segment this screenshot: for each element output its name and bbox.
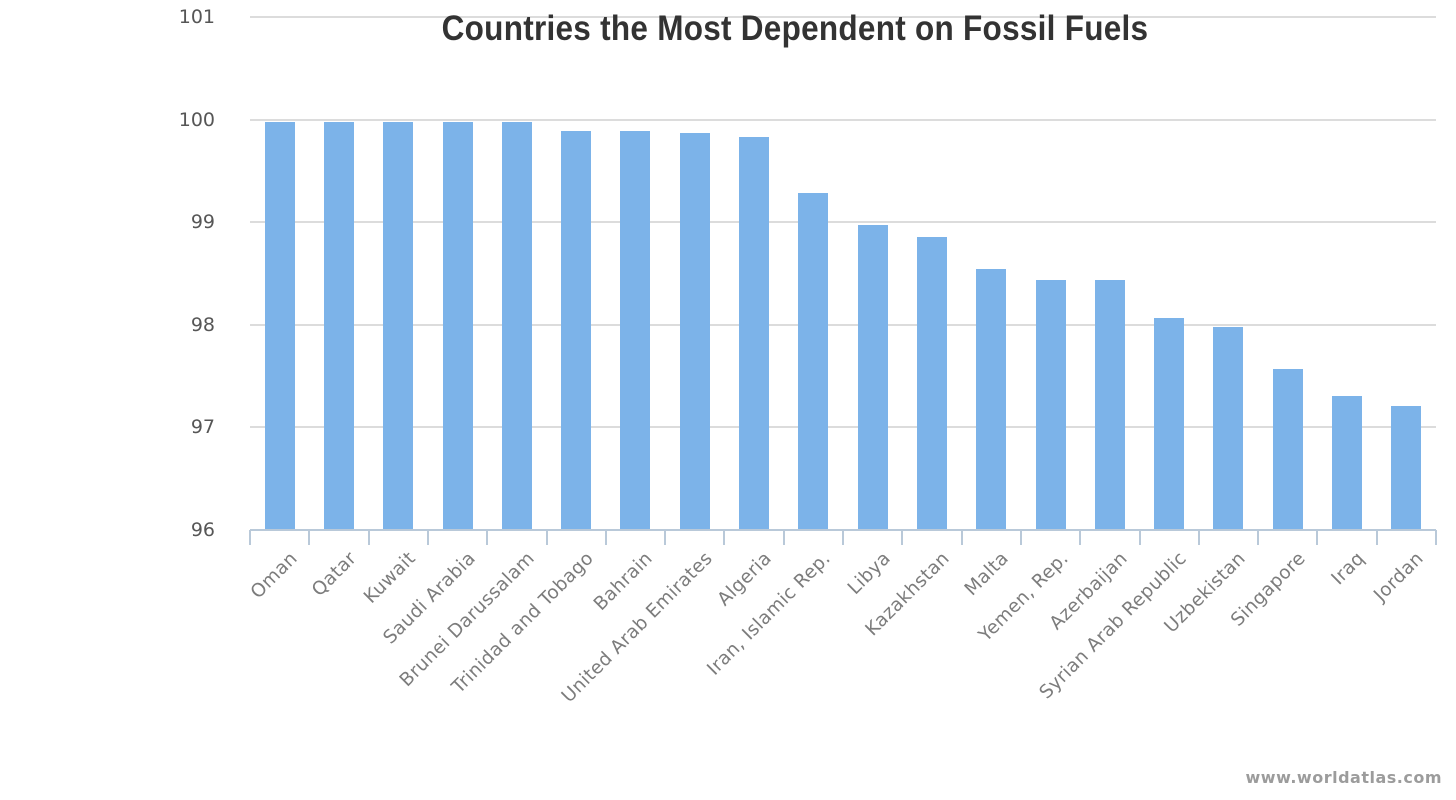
y-gridline	[250, 119, 1436, 121]
x-axis-tick	[1257, 530, 1259, 545]
x-axis-tick	[1376, 530, 1378, 545]
bar	[561, 131, 591, 529]
bar	[620, 131, 650, 529]
x-axis-tick	[961, 530, 963, 545]
chart-title: Countries the Most Dependent on Fossil F…	[441, 9, 1149, 48]
bar	[1273, 369, 1303, 529]
bar	[976, 269, 1006, 529]
x-axis-tick	[1020, 530, 1022, 545]
y-axis-label: 97	[190, 416, 215, 438]
y-gridline	[250, 16, 1436, 18]
x-axis-tick	[546, 530, 548, 545]
bar	[739, 137, 769, 529]
x-axis-tick	[901, 530, 903, 545]
x-axis-tick	[1435, 530, 1437, 545]
bar	[502, 122, 532, 529]
x-axis-tick	[1198, 530, 1200, 545]
bar	[443, 122, 473, 529]
y-axis-label: 100	[178, 109, 215, 131]
x-axis-tick	[664, 530, 666, 545]
bar	[1095, 280, 1125, 529]
bar	[680, 133, 710, 529]
x-axis-tick	[1316, 530, 1318, 545]
x-axis-tick	[249, 530, 251, 545]
x-axis-tick	[486, 530, 488, 545]
watermark: www.worldatlas.com	[1245, 768, 1442, 787]
x-axis-tick	[842, 530, 844, 545]
x-axis-tick	[1139, 530, 1141, 545]
bar	[1213, 327, 1243, 529]
bar	[324, 122, 354, 529]
bar	[1036, 280, 1066, 529]
bar	[858, 225, 888, 529]
x-axis-tick	[1079, 530, 1081, 545]
x-axis-tick	[723, 530, 725, 545]
bar	[798, 193, 828, 529]
bar	[1332, 396, 1362, 529]
x-axis-tick	[427, 530, 429, 545]
x-axis-tick	[783, 530, 785, 545]
x-axis-tick	[605, 530, 607, 545]
y-axis-label: 96	[190, 519, 215, 541]
bar	[917, 237, 947, 529]
y-axis-label: 101	[178, 6, 215, 28]
bar	[1154, 318, 1184, 529]
bar	[1391, 406, 1421, 529]
y-axis-label: 99	[190, 211, 215, 233]
bar	[265, 122, 295, 529]
y-axis-label: 98	[190, 314, 215, 336]
y-gridline	[250, 426, 1436, 428]
y-gridline	[250, 324, 1436, 326]
x-axis-tick	[308, 530, 310, 545]
x-axis-tick	[368, 530, 370, 545]
bar	[383, 122, 413, 529]
y-gridline	[250, 221, 1436, 223]
